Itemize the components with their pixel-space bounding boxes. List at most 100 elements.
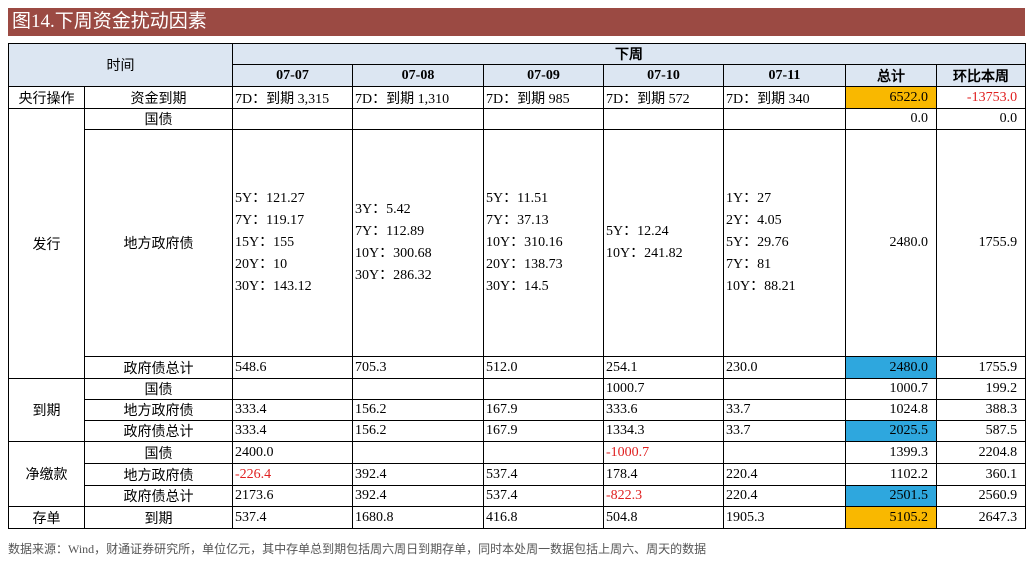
cell: [723, 108, 846, 130]
cell: 156.2: [352, 420, 484, 442]
cell: 7D：到期 985: [483, 86, 604, 109]
cell-line: 5Y：29.76: [726, 235, 789, 250]
wow-cell: 388.3: [935, 399, 1027, 421]
wow-cell: 0.0: [935, 108, 1027, 130]
cell: 2173.6: [232, 485, 353, 507]
cell: 5Y：12.24 10Y：241.82: [603, 129, 724, 357]
row-item: 政府债总计: [84, 485, 233, 507]
wow-cell: -13753.0: [935, 86, 1027, 109]
cell: 1680.8: [352, 506, 484, 529]
cell: 1Y：27 2Y：4.05 5Y：29.76 7Y：81 10Y：88.21: [723, 129, 846, 357]
table-row: 地方政府债 333.4 156.2 167.9 333.6 33.7 1024.8 388.3: [9, 399, 1027, 421]
cell: -822.3: [603, 485, 724, 507]
total-cell: 2025.5: [845, 420, 937, 442]
cell: 333.4: [232, 399, 353, 421]
table-row: 净缴款 国债 2400.0 -1000.7 1399.3 2204.8: [8, 441, 1027, 507]
cell: 548.6: [232, 356, 353, 379]
total-cell: 6522.0: [845, 86, 937, 109]
group-label: 到期: [8, 378, 85, 442]
cell: 537.4: [232, 506, 353, 529]
cell: 7D：到期 572: [603, 86, 724, 109]
wow-cell: 587.5: [935, 420, 1027, 442]
cell: 1334.3: [603, 420, 724, 442]
header-date: 07-07: [232, 64, 353, 87]
cell: 333.6: [603, 399, 724, 421]
cell-line: 7Y：119.17: [235, 213, 305, 228]
total-cell: 2480.0: [845, 356, 937, 379]
cell: 537.4: [483, 463, 604, 486]
cell: 7D：到期 1,310: [352, 86, 484, 109]
cell: 5Y：11.51 7Y：37.13 10Y：310.16 20Y：138.73 30Y：…: [483, 129, 604, 357]
total-cell: 5105.2: [845, 506, 937, 529]
cell: 167.9: [483, 399, 604, 421]
header-total: 总计: [845, 64, 937, 87]
cell: 416.8: [483, 506, 604, 529]
cell: -1000.7: [603, 441, 724, 464]
cell-line: 7Y：37.13: [486, 213, 549, 228]
total-cell: 1399.3: [845, 441, 937, 464]
cell-line: 2Y：4.05: [726, 213, 782, 228]
header-wow: 环比本周: [935, 64, 1027, 87]
table-row: 地方政府债 5Y：121.27 7Y：119.17 15Y：155 20Y：10 30Y：…: [9, 129, 1027, 357]
cell: [352, 378, 484, 400]
cell: 33.7: [723, 420, 846, 442]
header-date: 07-09: [483, 64, 604, 87]
group-label: 央行操作: [8, 86, 85, 109]
cell-line: 1Y：27: [726, 191, 772, 206]
cell-line: 7Y：81: [726, 257, 772, 272]
total-cell: 1000.7: [845, 378, 937, 400]
header-date: 07-10: [603, 64, 724, 87]
table-row: 到期 国债 1000.7 1000.7 199.2: [8, 378, 1027, 442]
cell-line: 3Y：5.42: [355, 202, 411, 217]
cell-line: 20Y：138.73: [486, 257, 563, 272]
cell: 512.0: [483, 356, 604, 379]
row-item: 国债: [84, 108, 233, 130]
cell-line: 10Y：88.21: [726, 279, 796, 294]
cell: 2400.0: [232, 441, 353, 464]
total-cell: 2501.5: [845, 485, 937, 507]
total-cell: 1102.2: [845, 463, 937, 486]
cell-line: 10Y：241.82: [606, 246, 683, 261]
cell: 392.4: [352, 485, 484, 507]
header-next-week: 下周: [231, 43, 1027, 65]
cell: -226.4: [232, 463, 353, 486]
table-row: 央行操作 资金到期 7D：到期 3,315 7D：到期 1,310 7D：到期 985 7…: [8, 86, 1027, 109]
row-item: 国债: [84, 378, 233, 400]
total-cell: 1024.8: [845, 399, 937, 421]
cell: [603, 108, 724, 130]
wow-cell: 2647.3: [935, 506, 1027, 529]
cell: 1000.7: [603, 378, 724, 400]
cell-line: 5Y：12.24: [606, 224, 669, 239]
table-row: 政府债总计 2173.6 392.4 537.4 -822.3 220.4 2501.5 25…: [9, 485, 1027, 507]
wow-cell: 1755.9: [935, 129, 1027, 357]
row-item: 地方政府债: [84, 399, 233, 421]
cell: 7D：到期 340: [723, 86, 846, 109]
wow-cell: 360.1: [935, 463, 1027, 486]
table-row: 地方政府债 -226.4 392.4 537.4 178.4 220.4 1102.2 360…: [9, 463, 1027, 486]
cell: 7D：到期 3,315: [232, 86, 353, 109]
cell: 537.4: [483, 485, 604, 507]
group-label: 发行: [8, 108, 85, 379]
cell-line: 5Y：121.27: [235, 191, 305, 206]
cell: 156.2: [352, 399, 484, 421]
cell: 392.4: [352, 463, 484, 486]
cell: [232, 378, 353, 400]
cell: 5Y：121.27 7Y：119.17 15Y：155 20Y：10 30Y：143.1…: [232, 129, 353, 357]
wow-cell: 2560.9: [935, 485, 1027, 507]
title: 图14.下周资金扰动因素: [8, 8, 1025, 36]
cell: [232, 108, 353, 130]
group-label: 存单: [8, 506, 85, 529]
row-item: 资金到期: [84, 86, 233, 109]
table-row: 07-07 07-08 07-09 07-10 07-11 总计 环比本周: [9, 64, 1027, 87]
wow-cell: 199.2: [935, 378, 1027, 400]
row-item: 政府债总计: [84, 356, 233, 379]
cell: [352, 441, 484, 464]
cell: [723, 378, 846, 400]
table-row: 政府债总计 548.6 705.3 512.0 254.1 230.0 2480.0 1755…: [9, 356, 1027, 379]
cell: 178.4: [603, 463, 724, 486]
header-time: 时间: [8, 43, 233, 87]
cell: 504.8: [603, 506, 724, 529]
cell: [352, 108, 484, 130]
table-row: 存单 到期 537.4 1680.8 416.8 504.8 1905.3 5105.2 264…: [8, 506, 1027, 529]
